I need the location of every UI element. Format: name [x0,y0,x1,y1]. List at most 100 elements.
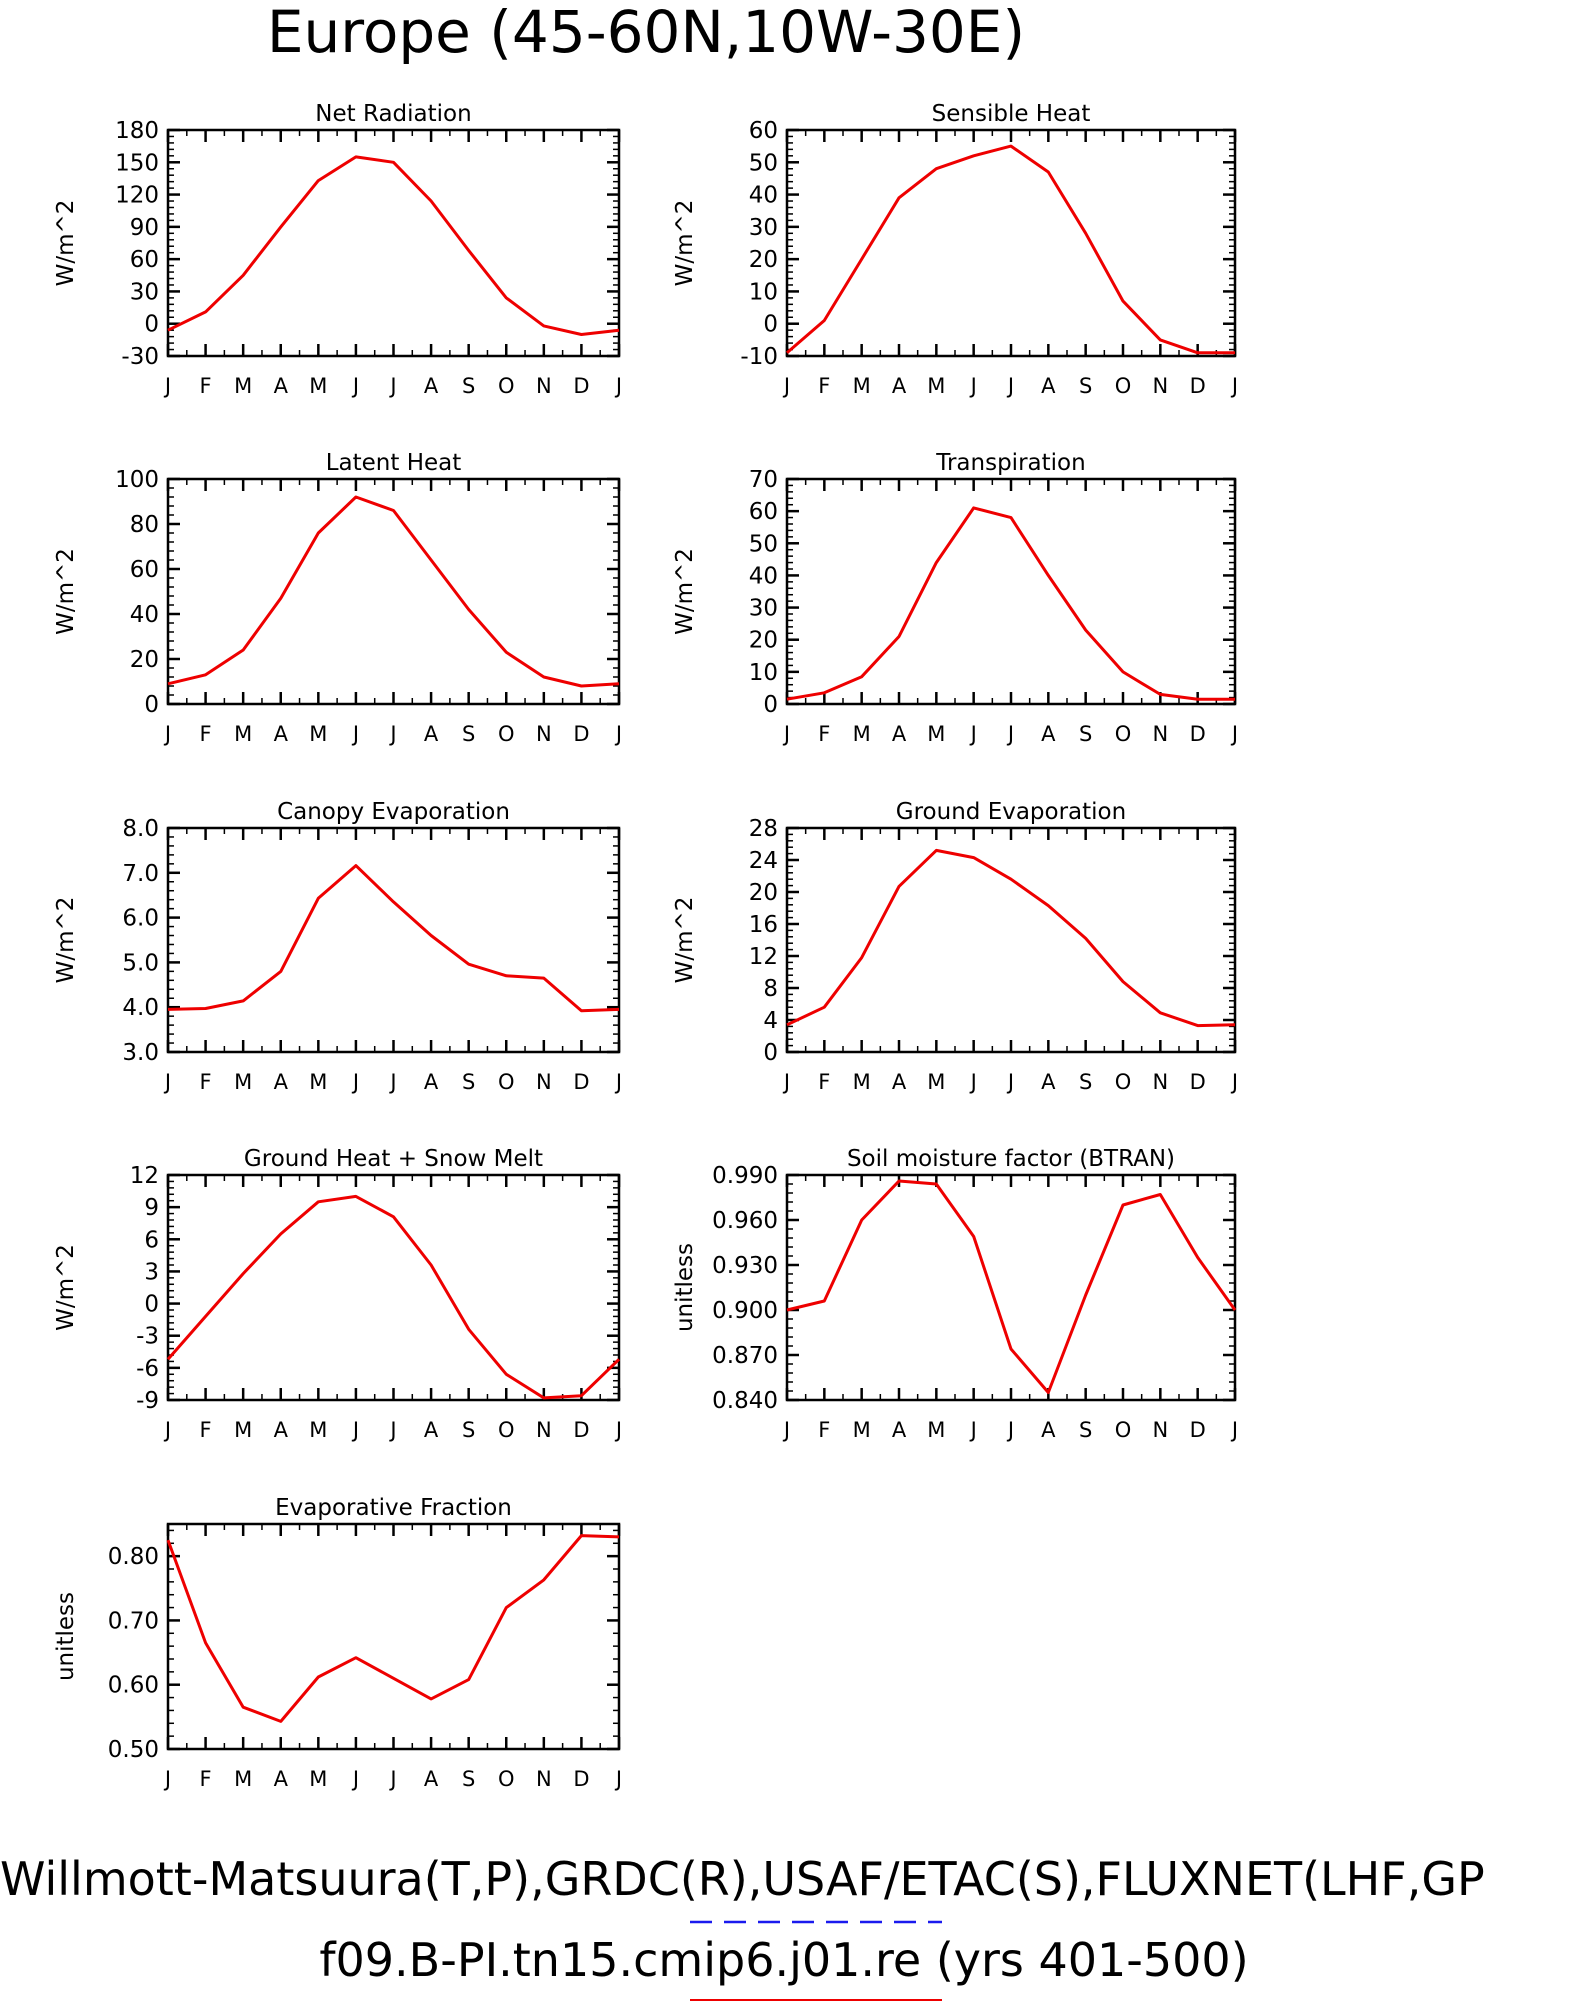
y-tick-label: -6 [136,1356,159,1382]
x-tick-label: D [573,1767,589,1791]
series-line [786,144,1235,355]
y-tick-label: 0.840 [712,1388,778,1414]
series-line [786,1179,1237,1394]
y-tick-label: 100 [115,467,159,493]
y-tick-label: 0.900 [712,1298,778,1324]
panel-title: Ground Heat + Snow Melt [244,1146,543,1172]
x-tick-label: J [163,374,171,398]
series-line [166,1194,621,1400]
x-tick-label: A [424,1767,439,1791]
x-tick-label: F [818,374,830,398]
x-tick-label: S [1079,374,1092,398]
x-tick-label: S [462,722,475,746]
x-tick-label: J [163,1418,171,1442]
panel-title: Soil moisture factor (BTRAN) [847,1146,1175,1172]
x-tick-label: O [498,722,515,746]
y-tick-label: 30 [130,279,159,305]
y-tick-label: 0.50 [108,1737,159,1763]
x-tick-label: J [351,1767,359,1791]
x-tick-label: J [388,1070,396,1094]
plot-frame [166,826,621,1054]
panel-title: Canopy Evaporation [277,799,510,825]
x-tick-label: J [388,1418,396,1442]
x-tick-label: J [1230,374,1238,398]
x-tick-label: M [853,1070,871,1094]
x-tick-label: J [614,1070,622,1094]
y-tick-label: 50 [749,150,778,176]
x-tick-label: J [1006,374,1014,398]
x-tick-label: J [388,722,396,746]
x-tick-label: N [1152,722,1168,746]
x-tick-label: M [234,1070,252,1094]
series-line [166,1534,620,1723]
x-tick-label: F [200,374,212,398]
y-tick-label: 5.0 [122,950,159,976]
x-tick-label: A [274,374,289,398]
x-tick-label: M [927,374,945,398]
plot-frame [785,128,1237,358]
x-tick-label: N [536,1070,552,1094]
chart-panel: J F M A M J J A S O N D J0.500.600.700.80Evaporative… [53,1495,622,1791]
x-tick-label: A [892,374,907,398]
x-tick-label: D [573,1070,589,1094]
x-tick-label: A [274,1418,289,1442]
y-tick-label: 20 [749,628,778,654]
x-tick-label: F [200,1070,212,1094]
x-tick-label: M [853,374,871,398]
y-tick-label: -30 [121,344,159,370]
x-tick-label: O [1115,1418,1132,1442]
x-tick-label: D [1190,1418,1206,1442]
y-axis-label: W/m^2 [53,548,79,635]
y-tick-label: 16 [749,912,778,938]
y-tick-label: 70 [749,467,778,493]
y-tick-label: 50 [749,531,778,557]
x-tick-label: A [274,1767,289,1791]
x-tick-label: N [1152,1070,1168,1094]
x-tick-label: J [351,374,359,398]
x-tick-label: A [424,1418,439,1442]
y-axis-label: W/m^2 [672,897,698,984]
x-tick-label: D [1190,722,1206,746]
x-tick-label: J [1006,722,1014,746]
x-tick-label: J [351,1418,359,1442]
series-line [786,506,1235,701]
y-tick-label: 0.70 [108,1608,159,1634]
x-tick-label: D [573,722,589,746]
x-tick-label: N [536,1418,552,1442]
x-tick-label: J [614,1418,622,1442]
x-tick-label: J [351,1070,359,1094]
x-tick-label: D [573,374,589,398]
y-tick-label: 10 [749,279,778,305]
y-tick-label: 30 [749,215,778,241]
y-tick-label: 40 [749,183,778,209]
x-tick-label: A [424,722,439,746]
x-tick-label: S [462,1418,475,1442]
x-tick-label: M [927,722,945,746]
y-tick-label: 60 [130,557,159,583]
y-tick-label: 0.990 [712,1163,778,1189]
y-tick-label: 4.0 [122,995,159,1021]
x-tick-label: J [1006,1418,1014,1442]
y-tick-label: 60 [130,247,159,273]
chart-panel: J F M A M J J A S O N D J0.8400.8700.9000.9300.9600.… [672,1146,1238,1442]
y-tick-label: 150 [115,150,159,176]
y-tick-label: 8 [763,976,778,1002]
x-tick-label: M [309,374,327,398]
y-tick-label: 0.60 [108,1673,159,1699]
panel-title: Net Radiation [315,101,471,127]
chart-panel: J F M A M J J A S O N D J010203040506070Transpiratio… [672,450,1238,746]
x-tick-label: O [1115,722,1132,746]
x-tick-label: O [498,374,515,398]
panel-title: Latent Heat [326,450,462,476]
y-tick-label: 60 [749,118,778,144]
panel-title: Sensible Heat [932,101,1091,127]
y-tick-label: 28 [749,816,778,842]
x-tick-label: J [388,1767,396,1791]
x-tick-label: N [536,374,552,398]
y-tick-label: 0 [144,692,159,718]
x-tick-label: J [1230,1418,1238,1442]
